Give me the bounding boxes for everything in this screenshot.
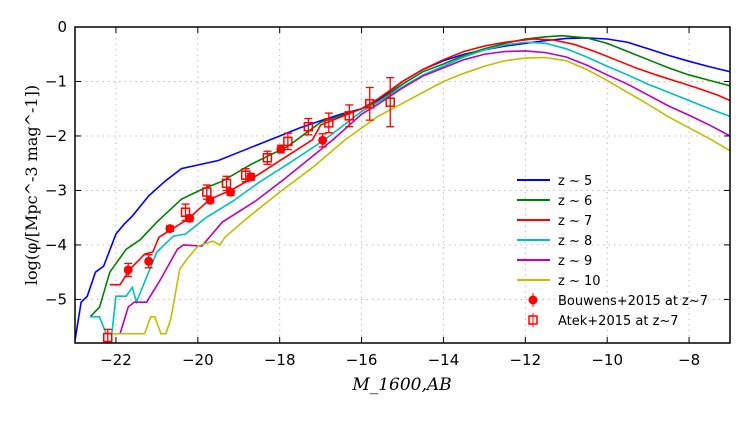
- x-tick-label: −18: [264, 351, 296, 369]
- series-line-z9: [119, 50, 730, 334]
- y-tick-label: −3: [45, 181, 67, 199]
- y-tick-label: −2: [45, 127, 67, 145]
- y-axis-label: log(φ/[Mpc^-3 mag^-1]): [22, 85, 41, 285]
- bouwens-point: [276, 144, 286, 154]
- y-tick-label: −5: [45, 290, 67, 308]
- atek-point: [202, 184, 212, 200]
- open-square-marker: [103, 332, 113, 343]
- series-line-z10: [113, 56, 730, 335]
- legend-label: z ~ 9: [558, 254, 592, 269]
- x-tick-label: −16: [346, 351, 378, 369]
- bouwens-point: [226, 187, 236, 197]
- y-tick-label: −4: [45, 236, 67, 254]
- legend-label: Atek+2015 at z~7: [558, 314, 679, 329]
- legend-label: Bouwens+2015 at z~7: [558, 294, 708, 309]
- open-square-marker: [221, 178, 232, 189]
- atek-point: [344, 104, 355, 128]
- filled-circle-marker: [276, 144, 286, 154]
- series-line-z7: [109, 38, 730, 286]
- open-square-marker: [344, 111, 355, 121]
- x-tick-label: −12: [509, 351, 541, 369]
- atek-point: [324, 112, 334, 134]
- x-tick-label: −14: [428, 351, 460, 369]
- legend: z ~ 5 z ~ 6 z ~ 7 z ~ 8 z ~ 9 z ~ 10 Bouwens+2…: [517, 174, 708, 329]
- axes-frame: [74, 26, 731, 344]
- open-square-marker: [202, 187, 212, 197]
- filled-circle-marker: [246, 172, 256, 182]
- ticks: −22 −20 −18 −16 −14 −12 −10 −8 0 −1 −2 −3 −4 −5: [45, 18, 730, 369]
- open-square-marker: [303, 121, 314, 132]
- atek-point: [240, 168, 251, 183]
- filled-circle-marker: [165, 224, 175, 234]
- filled-circle-marker: [226, 187, 236, 197]
- bouwens-point: [246, 172, 256, 182]
- x-tick-label: −10: [591, 351, 623, 369]
- atek-point: [365, 86, 375, 121]
- filled-circle-marker: [205, 195, 215, 205]
- series-line-z6: [89, 34, 730, 318]
- atek-point: [180, 203, 191, 222]
- open-square-marker: [262, 153, 273, 163]
- bouwens-point: [318, 133, 328, 148]
- plot-area: [75, 34, 730, 343]
- y-tick-label: −1: [45, 72, 67, 90]
- x-axis-label: M_1600,AB: [351, 375, 451, 395]
- bouwens-point: [165, 224, 175, 234]
- y-tick-label: 0: [57, 18, 67, 36]
- bouwens-point: [205, 195, 215, 205]
- atek-point: [262, 150, 273, 165]
- legend-label: z ~ 8: [558, 234, 592, 249]
- filled-circle-marker: [123, 265, 133, 275]
- open-square-marker: [385, 97, 395, 107]
- bouwens-point: [123, 262, 133, 278]
- x-tick-label: −8: [678, 351, 700, 369]
- atek-point: [303, 117, 314, 136]
- legend-label: z ~ 7: [558, 214, 592, 229]
- atek-point: [103, 328, 113, 343]
- open-square-marker: [283, 136, 293, 147]
- atek-point: [283, 132, 293, 151]
- legend-label: z ~ 6: [558, 194, 592, 209]
- x-tick-label: −20: [182, 351, 214, 369]
- open-square-marker: [324, 118, 334, 128]
- legend-label: z ~ 5: [558, 174, 592, 189]
- atek-point: [385, 77, 395, 128]
- bouwens-point: [144, 254, 154, 269]
- open-square-marker: [240, 170, 251, 180]
- open-square-marker: [180, 207, 191, 217]
- filled-circle-marker: [318, 135, 328, 145]
- open-square-marker: [365, 99, 375, 109]
- atek-point: [221, 175, 232, 192]
- series-line-z8: [90, 41, 730, 335]
- x-tick-label: −22: [100, 351, 132, 369]
- filled-circle-marker: [144, 256, 154, 266]
- legend-label: z ~ 10: [558, 274, 601, 289]
